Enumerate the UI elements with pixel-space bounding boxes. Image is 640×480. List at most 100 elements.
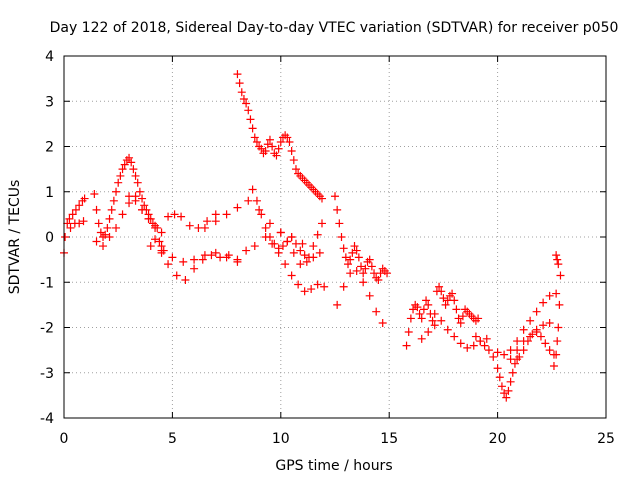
data-point xyxy=(105,233,114,241)
grid-lines xyxy=(64,56,606,418)
data-point xyxy=(68,210,77,219)
data-point xyxy=(367,262,376,271)
data-point xyxy=(103,223,112,232)
data-point xyxy=(452,305,461,314)
data-point xyxy=(335,219,344,228)
data-point xyxy=(294,280,303,289)
data-point xyxy=(424,328,433,337)
data-point xyxy=(255,205,264,214)
data-point xyxy=(320,282,329,291)
data-point xyxy=(211,210,220,219)
data-point xyxy=(552,289,561,298)
data-point xyxy=(309,242,318,251)
data-point xyxy=(506,346,515,355)
data-point xyxy=(94,219,103,228)
data-point xyxy=(437,316,446,325)
data-point xyxy=(365,255,374,264)
data-point xyxy=(354,253,363,262)
data-point xyxy=(109,196,118,205)
data-point xyxy=(357,262,366,271)
data-point xyxy=(107,205,116,214)
data-point xyxy=(244,106,253,115)
data-point xyxy=(261,233,270,241)
data-point xyxy=(541,339,550,348)
data-point xyxy=(285,137,294,146)
data-point xyxy=(80,194,89,203)
data-point xyxy=(346,255,355,264)
data-point xyxy=(419,305,428,314)
data-point xyxy=(506,355,515,364)
data-point xyxy=(274,144,283,153)
data-point xyxy=(409,305,418,314)
data-point xyxy=(480,341,489,350)
data-point xyxy=(458,312,467,321)
data-point xyxy=(242,246,251,255)
data-point xyxy=(413,303,422,312)
data-point xyxy=(469,341,478,350)
data-point xyxy=(532,325,541,334)
data-point xyxy=(248,185,257,194)
data-point xyxy=(474,314,483,323)
data-point xyxy=(116,171,125,180)
data-point xyxy=(118,210,127,219)
data-point xyxy=(430,309,439,318)
data-point xyxy=(257,144,266,153)
data-point xyxy=(506,377,515,386)
x-tick-label: 0 xyxy=(60,431,69,447)
data-point xyxy=(359,278,368,287)
data-point xyxy=(383,269,392,278)
data-point xyxy=(164,260,173,269)
data-point xyxy=(422,296,431,305)
data-point xyxy=(261,223,270,232)
data-point xyxy=(261,147,270,156)
y-tick-label: 4 xyxy=(45,49,54,65)
data-point xyxy=(500,350,509,359)
x-tick-label: 10 xyxy=(272,431,290,447)
data-point xyxy=(151,223,160,232)
data-point xyxy=(164,212,173,221)
data-point xyxy=(341,253,350,262)
data-point xyxy=(539,298,548,307)
data-point xyxy=(190,255,199,264)
data-point xyxy=(131,192,140,201)
data-point xyxy=(555,300,564,309)
data-point xyxy=(456,339,465,348)
data-point xyxy=(140,201,149,210)
data-point xyxy=(435,282,444,291)
data-point xyxy=(129,165,138,174)
data-point xyxy=(144,214,153,223)
data-point xyxy=(424,300,433,309)
data-point xyxy=(289,156,298,165)
data-point xyxy=(244,196,253,205)
data-point xyxy=(79,217,88,226)
y-tick-label: -4 xyxy=(40,411,54,427)
data-point xyxy=(125,199,134,208)
data-point xyxy=(239,94,248,103)
y-tick-label: -1 xyxy=(40,275,54,291)
data-point xyxy=(307,285,316,294)
chart-title: Day 122 of 2018, Sidereal Day-to-day VTE… xyxy=(50,20,619,36)
data-point xyxy=(331,192,339,201)
x-tick-label: 20 xyxy=(489,431,507,447)
data-point xyxy=(99,242,108,251)
data-point xyxy=(317,219,326,228)
data-point xyxy=(378,318,387,327)
data-point xyxy=(92,237,101,246)
data-point xyxy=(250,133,259,142)
data-point xyxy=(287,271,296,280)
y-tick-label: -3 xyxy=(40,366,54,382)
data-point xyxy=(439,294,448,303)
data-point xyxy=(146,242,155,251)
data-point xyxy=(519,325,528,334)
data-point xyxy=(114,178,123,187)
y-tick-label: 1 xyxy=(45,185,54,201)
data-point xyxy=(339,282,348,291)
data-point xyxy=(430,321,439,330)
data-point xyxy=(344,260,353,269)
data-point xyxy=(302,257,311,266)
data-point xyxy=(177,212,186,221)
data-point xyxy=(463,343,472,352)
data-point xyxy=(300,287,309,296)
data-point xyxy=(96,228,105,237)
data-point xyxy=(250,242,259,251)
